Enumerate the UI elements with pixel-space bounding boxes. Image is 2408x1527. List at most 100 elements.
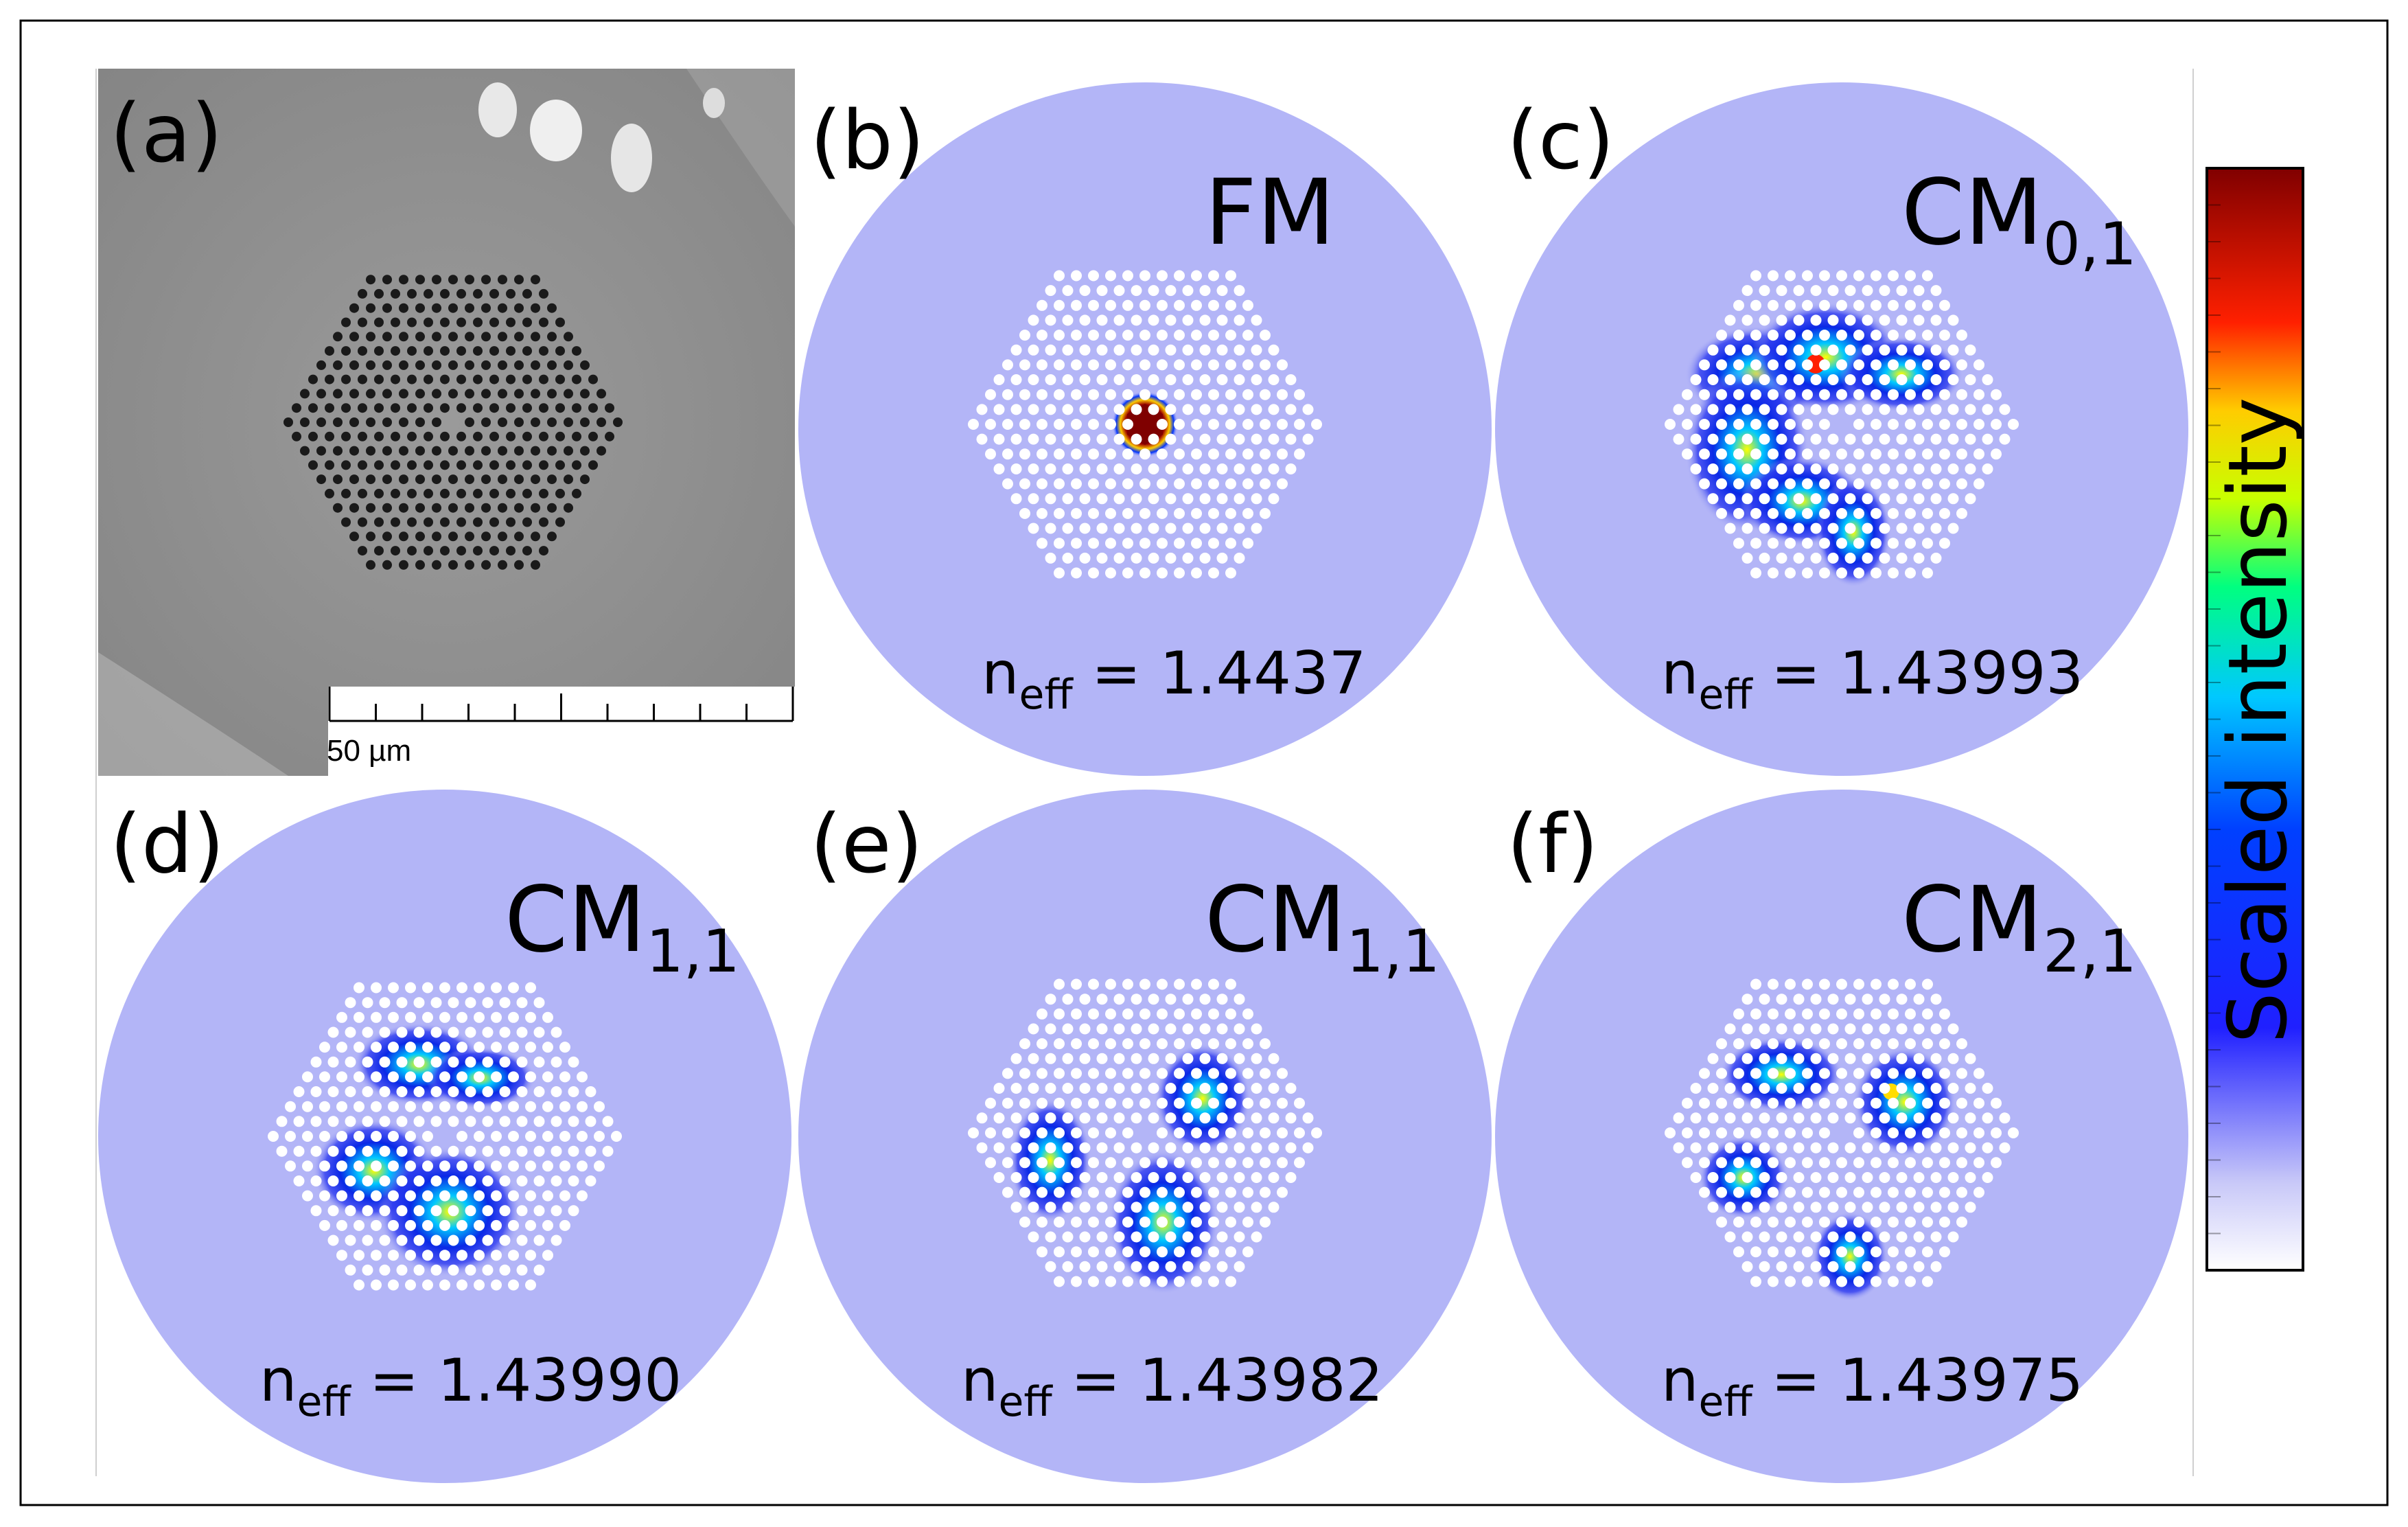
figure-frame <box>19 19 2389 1506</box>
air-hole <box>1139 389 1150 400</box>
sem-hole <box>391 317 400 328</box>
air-hole <box>422 1131 433 1142</box>
air-hole <box>594 1131 605 1142</box>
air-hole <box>1088 507 1099 519</box>
air-hole <box>1054 299 1065 311</box>
air-hole <box>993 1083 1005 1094</box>
air-hole <box>1991 1157 2002 1169</box>
air-hole <box>1208 359 1219 371</box>
air-hole <box>388 1219 399 1231</box>
sem-hole <box>382 474 392 485</box>
air-hole <box>1054 1008 1065 1020</box>
air-hole <box>1896 1202 1908 1213</box>
air-hole <box>1768 1097 1779 1109</box>
air-hole <box>1139 478 1150 490</box>
air-hole <box>1037 1157 1047 1169</box>
air-hole <box>1062 404 1074 415</box>
air-hole <box>302 1131 313 1142</box>
air-hole <box>302 1190 313 1202</box>
air-hole <box>1768 978 1779 990</box>
sem-hole <box>407 431 417 441</box>
air-hole <box>1234 314 1245 326</box>
air-hole <box>1973 1068 1984 1079</box>
air-hole <box>516 1205 528 1217</box>
air-hole <box>1827 374 1839 385</box>
air-hole <box>1896 493 1908 505</box>
air-hole <box>1759 285 1770 297</box>
air-hole <box>1174 1157 1185 1169</box>
air-hole <box>413 997 425 1009</box>
air-hole <box>413 1205 425 1217</box>
sem-hole <box>432 417 441 427</box>
air-hole <box>1750 1097 1761 1109</box>
air-hole <box>1225 567 1236 579</box>
air-hole <box>1010 493 1022 505</box>
air-hole <box>1819 1097 1830 1109</box>
air-hole <box>1208 978 1219 990</box>
air-hole <box>1199 1202 1211 1213</box>
scale-bar-label: 50 µm <box>327 734 411 768</box>
air-hole <box>1768 270 1779 282</box>
air-hole <box>1844 1142 1856 1153</box>
colorbar-ticks <box>2207 204 2221 1235</box>
air-hole <box>1260 1127 1271 1138</box>
air-hole <box>456 1160 467 1172</box>
air-hole <box>1071 1157 1082 1169</box>
air-hole <box>542 1071 553 1083</box>
air-hole <box>1973 1097 1984 1109</box>
sem-hole <box>539 517 548 527</box>
air-hole <box>1871 1276 1882 1287</box>
air-hole <box>1827 433 1839 445</box>
air-hole <box>1810 1142 1822 1153</box>
air-hole <box>1879 1142 1890 1153</box>
air-hole <box>1682 1157 1693 1169</box>
air-hole <box>1862 1231 1873 1243</box>
sem-hole <box>448 360 458 370</box>
sem-hole <box>325 346 334 356</box>
mode-intensity <box>1112 391 1178 457</box>
sem-hole <box>358 403 367 413</box>
sem-hole <box>456 403 466 413</box>
air-hole <box>1062 1053 1074 1064</box>
sem-hole <box>358 431 367 441</box>
air-hole <box>1844 523 1856 534</box>
air-hole <box>1724 1053 1736 1064</box>
air-hole <box>1707 344 1719 356</box>
air-hole <box>1165 1083 1177 1094</box>
air-hole <box>1216 344 1228 356</box>
air-hole <box>1888 1097 1899 1109</box>
air-hole <box>1819 389 1830 400</box>
air-hole <box>993 1172 1005 1183</box>
air-hole <box>1802 1038 1813 1050</box>
air-hole <box>1802 1276 1813 1287</box>
air-hole <box>1028 1053 1039 1064</box>
air-hole <box>1062 1261 1074 1272</box>
sem-hole <box>333 360 343 370</box>
air-hole <box>1879 404 1890 415</box>
air-hole <box>1157 1246 1168 1258</box>
sem-hole <box>341 460 351 470</box>
air-hole-lattice <box>268 982 622 1291</box>
air-hole <box>1699 448 1710 460</box>
air-hole <box>1208 1008 1219 1020</box>
air-hole <box>327 1205 339 1217</box>
air-hole <box>1079 433 1091 445</box>
sem-hole <box>547 332 557 342</box>
air-hole <box>1157 1068 1168 1079</box>
air-hole <box>379 1205 391 1217</box>
air-hole <box>448 1205 459 1217</box>
air-hole <box>1251 314 1262 326</box>
air-hole <box>1088 359 1099 371</box>
air-hole <box>1930 374 1942 385</box>
air-hole <box>1707 433 1719 445</box>
panel-f-cladding-mode: (f) CM2,1 neff = 1.43975 <box>1495 790 2188 1483</box>
air-hole <box>1741 1261 1753 1272</box>
air-hole <box>1148 314 1159 326</box>
air-hole <box>482 1264 494 1276</box>
sem-hole <box>399 503 408 513</box>
air-hole <box>1225 1038 1236 1050</box>
air-hole <box>388 1160 399 1172</box>
air-hole <box>439 1101 450 1112</box>
air-hole <box>1922 1157 1933 1169</box>
air-hole <box>430 1026 442 1038</box>
